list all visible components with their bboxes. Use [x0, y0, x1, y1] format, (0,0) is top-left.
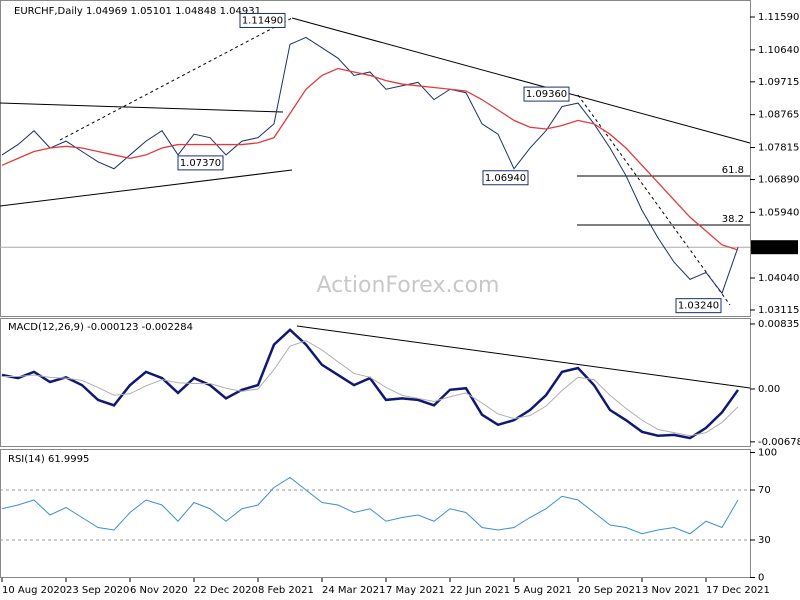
price-pane: [0, 0, 751, 317]
y-tick-label: 1.09715: [758, 77, 799, 88]
series-line: [1, 476, 739, 535]
trendline: [296, 325, 751, 389]
x-tick-label: 10 Aug 2020: [2, 585, 66, 596]
annotation-box: [523, 86, 570, 102]
series-line: [2, 340, 739, 437]
x-tick-label: 22 Jun 2021: [450, 585, 510, 596]
annotation-box: [177, 155, 224, 171]
rsi-title: RSI(14) 61.9995: [8, 454, 89, 465]
x-tick-label: 23 Sep 2020: [66, 585, 129, 596]
trendline: [291, 17, 751, 144]
x-tick-label: 7 May 2021: [386, 585, 445, 596]
x-tick-label: 22 Dec 2020: [194, 585, 258, 596]
x-tick-label: 6 Nov 2020: [130, 585, 188, 596]
annotation-label: 1.03240: [678, 301, 719, 312]
y-tick-label: 1.04040: [758, 273, 799, 284]
series-line: [1, 67, 739, 251]
annotation-box: [675, 298, 722, 314]
last-price-label: 1.04931: [755, 242, 796, 253]
annotation-label: 1.11490: [242, 15, 283, 26]
y-tick-label: 1.05940: [758, 207, 799, 218]
x-tick-label: 20 Sep 2021: [578, 585, 641, 596]
x-tick-label: 8 Feb 2021: [258, 585, 314, 596]
trendline: [0, 102, 284, 113]
x-tick-label: 5 Aug 2021: [514, 585, 572, 596]
fib-label: 61.8: [722, 165, 744, 176]
watermark: ActionForex.com: [317, 273, 500, 298]
chart-title: EURCHF,Daily 1.04969 1.05101 1.04848 1.0…: [14, 6, 261, 17]
last-price-box: [751, 240, 798, 255]
fib-label: 38.2: [722, 214, 744, 225]
y-tick-label: 100: [758, 448, 777, 459]
macd-pane: [0, 318, 751, 447]
y-tick-label: 1.10640: [758, 45, 799, 56]
y-tick-label: 1.03115: [758, 305, 799, 316]
y-tick-label: 0.008353: [758, 319, 800, 330]
annotation-box: [239, 12, 286, 28]
annotation-box: [482, 170, 529, 186]
annotation-label: 1.09360: [526, 89, 567, 100]
y-tick-label: -0.006788: [758, 437, 800, 448]
y-tick-label: 1.07815: [758, 143, 799, 154]
rsi-pane: [0, 449, 751, 578]
trendline: [59, 17, 293, 141]
x-tick-label: 17 Dec 2021: [706, 585, 770, 596]
x-tick-label: 3 Nov 2021: [642, 585, 700, 596]
series-line: [1, 36, 739, 295]
y-tick-label: 0: [758, 573, 764, 584]
series-line: [1, 328, 740, 440]
y-tick-label: 1.11590: [758, 12, 799, 23]
y-tick-label: 70: [758, 485, 771, 496]
y-tick-label: 1.08765: [758, 110, 799, 121]
y-tick-label: 30: [758, 535, 771, 546]
y-tick-label: 1.06890: [758, 174, 799, 185]
y-tick-label: 0.00: [758, 384, 780, 395]
annotation-label: 1.07370: [180, 158, 221, 169]
macd-title: MACD(12,26,9) -0.000123 -0.002284: [8, 322, 193, 333]
trendline: [0, 169, 293, 207]
x-tick-label: 24 Mar 2021: [322, 585, 385, 596]
annotation-label: 1.06940: [485, 173, 526, 184]
